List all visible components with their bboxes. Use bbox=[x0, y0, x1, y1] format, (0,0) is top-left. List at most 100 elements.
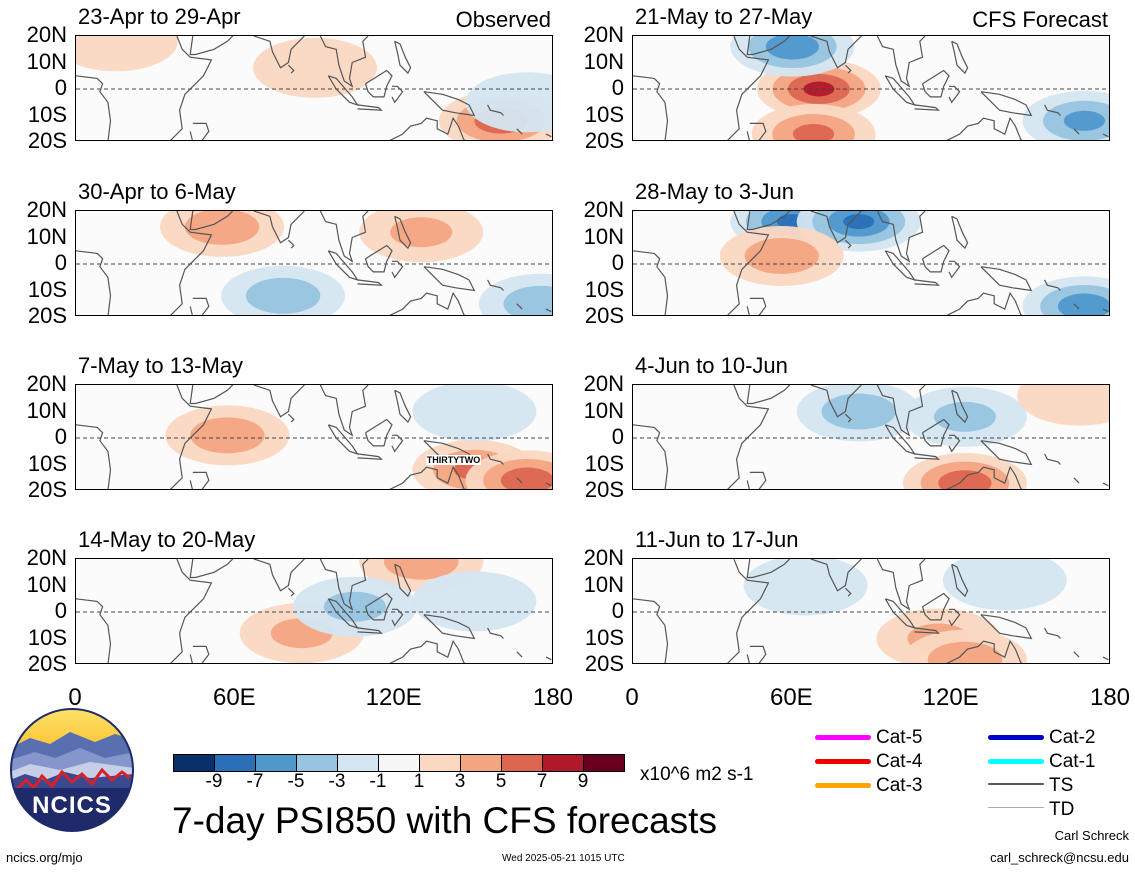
coastline bbox=[287, 239, 295, 249]
coastline bbox=[951, 40, 969, 75]
coastline bbox=[876, 36, 926, 88]
colorbar-swatch bbox=[460, 754, 502, 772]
coastline bbox=[327, 250, 359, 282]
lat-tick-label: 10S bbox=[27, 101, 67, 127]
coastline bbox=[394, 389, 412, 424]
lat-tick-label: 10N bbox=[583, 48, 624, 74]
legend-label: TS bbox=[1049, 775, 1074, 796]
coastline bbox=[189, 36, 234, 56]
coastline bbox=[189, 645, 210, 663]
lat-tick-label: 20S bbox=[27, 303, 67, 328]
legend-swatch bbox=[815, 759, 871, 764]
colorbar-label: -3 bbox=[328, 771, 346, 792]
legend-label: Cat-2 bbox=[1049, 727, 1096, 748]
coastline bbox=[948, 608, 961, 627]
anomaly-contour bbox=[1017, 385, 1109, 426]
coastline bbox=[951, 563, 969, 598]
coastline bbox=[394, 563, 412, 598]
footer-email[interactable]: carl_schreck@ncsu.edu bbox=[990, 850, 1129, 865]
lat-tick-label: 10S bbox=[27, 276, 67, 302]
map-panel bbox=[75, 35, 553, 141]
colorbar-label: -9 bbox=[205, 771, 223, 792]
legend-swatch bbox=[988, 783, 1044, 785]
coastline bbox=[746, 297, 767, 315]
coastline bbox=[884, 424, 916, 456]
lat-tick-label: 20S bbox=[584, 477, 624, 502]
coastline bbox=[980, 91, 1033, 117]
footer-url[interactable]: ncics.org/mjo bbox=[6, 850, 83, 865]
coastline bbox=[948, 85, 961, 104]
coastline bbox=[946, 465, 1023, 489]
anomaly-contour bbox=[390, 217, 453, 248]
legend-label: Cat-5 bbox=[876, 727, 923, 748]
colorbar-swatch bbox=[296, 754, 338, 772]
anomaly-contour bbox=[942, 559, 1067, 611]
colorbar-swatch bbox=[542, 754, 584, 772]
coastline bbox=[545, 308, 552, 313]
coastline bbox=[391, 85, 404, 104]
colorbar-swatch bbox=[214, 754, 256, 772]
coastline bbox=[1044, 279, 1061, 291]
coastline bbox=[746, 471, 767, 489]
coastline bbox=[364, 244, 393, 273]
coastline bbox=[633, 598, 669, 663]
panel-title: 23-Apr to 29-Apr bbox=[78, 4, 241, 29]
anomaly-contour bbox=[465, 72, 552, 133]
coastline bbox=[1102, 308, 1109, 313]
coastline bbox=[319, 559, 369, 611]
coastline bbox=[633, 424, 669, 489]
coastline bbox=[946, 639, 1023, 663]
lat-tick-label: 0 bbox=[54, 598, 67, 623]
lat-tick-label: 20S bbox=[27, 477, 67, 502]
coastline bbox=[394, 215, 412, 250]
lat-tick-label: 10N bbox=[583, 397, 624, 423]
coastline bbox=[727, 385, 770, 489]
coastline bbox=[189, 211, 234, 231]
lat-tick-label: 0 bbox=[54, 424, 67, 449]
legend-swatch bbox=[988, 759, 1044, 764]
coastline bbox=[487, 627, 504, 639]
anomaly-contour bbox=[821, 393, 896, 430]
lat-tick-label: 20N bbox=[26, 22, 67, 47]
coastline bbox=[189, 122, 210, 140]
lat-tick-label: 20N bbox=[583, 197, 624, 222]
colorbar-label: 7 bbox=[536, 771, 548, 792]
coastline bbox=[364, 418, 393, 447]
map-panel: THIRTYTWO bbox=[75, 384, 553, 490]
coastline bbox=[545, 133, 552, 138]
colorbar-swatch bbox=[255, 754, 297, 772]
coastline bbox=[914, 104, 940, 111]
coastline bbox=[76, 250, 112, 315]
lat-tick-label: 0 bbox=[611, 424, 624, 449]
colorbar-swatch bbox=[583, 754, 625, 772]
coastline bbox=[1044, 104, 1061, 116]
anomaly-contour bbox=[1063, 110, 1106, 131]
ncics-logo: NCICS bbox=[10, 708, 134, 832]
coastline bbox=[287, 413, 295, 423]
lon-tick-label: 120E bbox=[922, 684, 979, 711]
legend-label: Cat-1 bbox=[1049, 751, 1096, 772]
map-panel bbox=[75, 210, 553, 316]
coastline bbox=[844, 413, 852, 423]
coastline bbox=[487, 279, 504, 291]
legend-swatch bbox=[988, 735, 1044, 740]
coastline bbox=[876, 211, 926, 263]
anomaly-contour bbox=[938, 470, 992, 489]
lat-tick-label: 20N bbox=[583, 545, 624, 570]
coastline bbox=[1044, 453, 1061, 465]
coastline bbox=[1073, 128, 1080, 135]
lon-tick-label: 60E bbox=[212, 684, 256, 711]
panel-title: 21-May to 27-May bbox=[635, 4, 813, 29]
anomaly-contour bbox=[323, 591, 386, 622]
coastline bbox=[727, 36, 770, 140]
lon-tick-label: 0 bbox=[68, 684, 82, 711]
panel-title: 30-Apr to 6-May bbox=[78, 179, 236, 204]
legend-swatch bbox=[815, 783, 871, 788]
coastline bbox=[948, 434, 961, 453]
coastline bbox=[810, 559, 862, 592]
coastline bbox=[170, 211, 213, 315]
coastline bbox=[946, 116, 1023, 140]
panel-source-label: Observed bbox=[455, 7, 551, 32]
coastline bbox=[746, 122, 767, 140]
coastline bbox=[844, 64, 852, 74]
